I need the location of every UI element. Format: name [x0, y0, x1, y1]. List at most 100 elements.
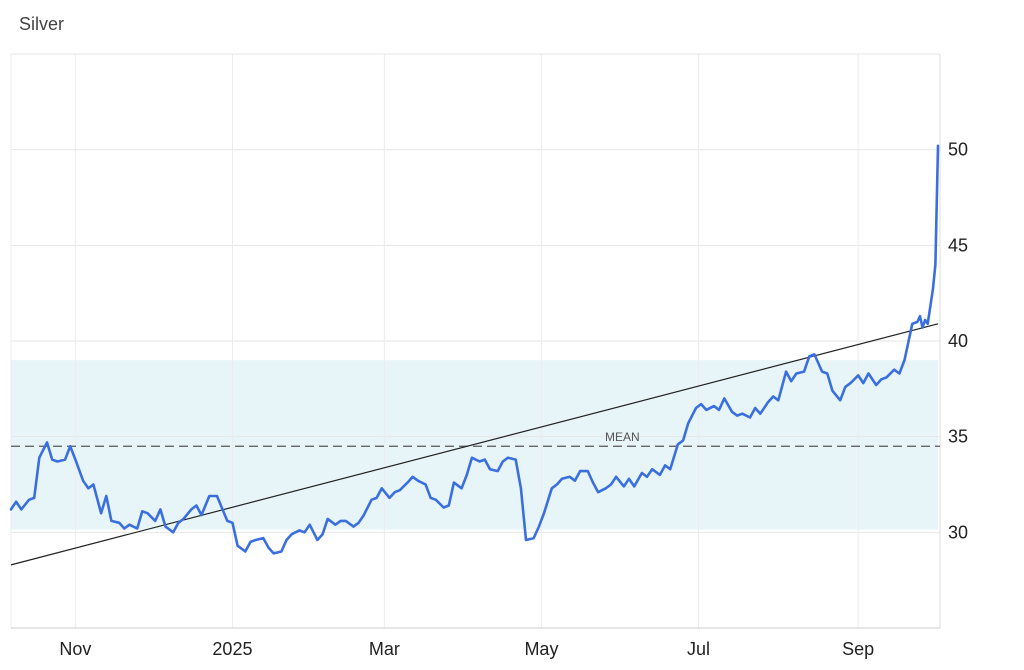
- y-tick-label: 50: [948, 140, 968, 160]
- data-point: [664, 464, 666, 467]
- data-point: [262, 537, 265, 539]
- data-point: [713, 405, 715, 407]
- data-point: [932, 288, 934, 291]
- data-point: [466, 474, 468, 476]
- data-point: [375, 497, 378, 499]
- data-point: [921, 326, 924, 329]
- data-point: [898, 372, 901, 375]
- data-point: [813, 353, 816, 356]
- data-point: [556, 483, 558, 486]
- data-point: [460, 487, 463, 490]
- data-point: [334, 523, 337, 526]
- data-point: [641, 472, 643, 474]
- data-point: [177, 522, 180, 524]
- x-tick-label: Mar: [369, 639, 400, 659]
- data-point: [33, 497, 35, 499]
- data-point: [182, 518, 185, 520]
- data-point: [736, 414, 738, 417]
- data-point: [741, 412, 744, 415]
- data-point: [118, 522, 120, 524]
- data-point: [38, 456, 41, 459]
- data-point: [208, 495, 211, 497]
- data-point: [532, 537, 535, 539]
- data-point: [916, 321, 919, 323]
- data-point: [164, 525, 167, 528]
- x-tick-label: Nov: [59, 639, 91, 659]
- data-point: [448, 504, 450, 507]
- data-point: [543, 512, 545, 514]
- data-point: [244, 550, 247, 553]
- data-point: [357, 522, 360, 524]
- data-point: [937, 145, 939, 147]
- data-point: [74, 458, 77, 461]
- data-point: [316, 539, 319, 541]
- data-point: [885, 376, 888, 379]
- data-point: [790, 380, 792, 383]
- data-point: [705, 409, 708, 411]
- data-point: [484, 458, 486, 461]
- data-point: [934, 263, 937, 266]
- y-tick-label: 35: [948, 427, 968, 447]
- data-point: [772, 395, 774, 398]
- data-point: [128, 523, 131, 526]
- data-point: [285, 539, 288, 541]
- data-point: [442, 506, 445, 509]
- x-tick-label: Jul: [687, 639, 710, 659]
- y-tick-label: 40: [948, 331, 968, 351]
- data-point: [687, 422, 689, 425]
- data-point: [628, 478, 630, 480]
- data-point: [28, 499, 30, 501]
- data-point: [574, 479, 576, 482]
- data-point: [610, 483, 612, 486]
- data-point: [633, 485, 635, 488]
- data-point: [551, 487, 553, 490]
- data-point: [172, 531, 174, 534]
- data-point: [453, 481, 455, 484]
- data-point: [226, 520, 229, 522]
- data-point: [893, 368, 895, 371]
- data-point: [875, 384, 877, 386]
- data-point: [429, 497, 432, 499]
- data-point: [839, 399, 841, 402]
- data-point: [857, 374, 859, 377]
- data-point: [399, 489, 401, 492]
- data-point: [254, 539, 257, 541]
- data-point: [478, 460, 481, 463]
- data-point: [605, 487, 607, 490]
- data-point: [803, 370, 805, 373]
- data-point: [339, 520, 342, 522]
- data-point: [903, 359, 906, 361]
- data-point: [826, 372, 829, 375]
- data-point: [100, 512, 102, 514]
- data-point: [597, 491, 599, 494]
- data-point: [15, 500, 17, 503]
- data-point: [435, 499, 437, 501]
- data-point: [669, 468, 671, 471]
- data-point: [393, 491, 396, 494]
- data-point: [195, 504, 198, 507]
- data-point: [808, 355, 811, 358]
- data-point: [20, 508, 23, 511]
- x-tick-label: Sep: [842, 639, 874, 659]
- data-point: [767, 401, 769, 404]
- data-point: [677, 443, 679, 446]
- data-point: [326, 518, 329, 520]
- data-point: [290, 533, 293, 535]
- data-point: [51, 458, 53, 461]
- data-point: [190, 508, 193, 511]
- data-point: [249, 541, 252, 543]
- chart-title: Silver: [19, 14, 65, 34]
- data-point: [46, 441, 48, 444]
- data-point: [700, 403, 702, 405]
- data-point: [231, 522, 234, 524]
- data-point: [489, 468, 491, 471]
- data-point: [795, 372, 798, 375]
- data-point: [321, 533, 324, 535]
- data-point: [388, 497, 391, 499]
- data-point: [280, 550, 283, 553]
- data-point: [844, 386, 847, 388]
- data-point: [749, 416, 751, 419]
- data-point: [862, 382, 865, 384]
- data-point: [303, 531, 306, 534]
